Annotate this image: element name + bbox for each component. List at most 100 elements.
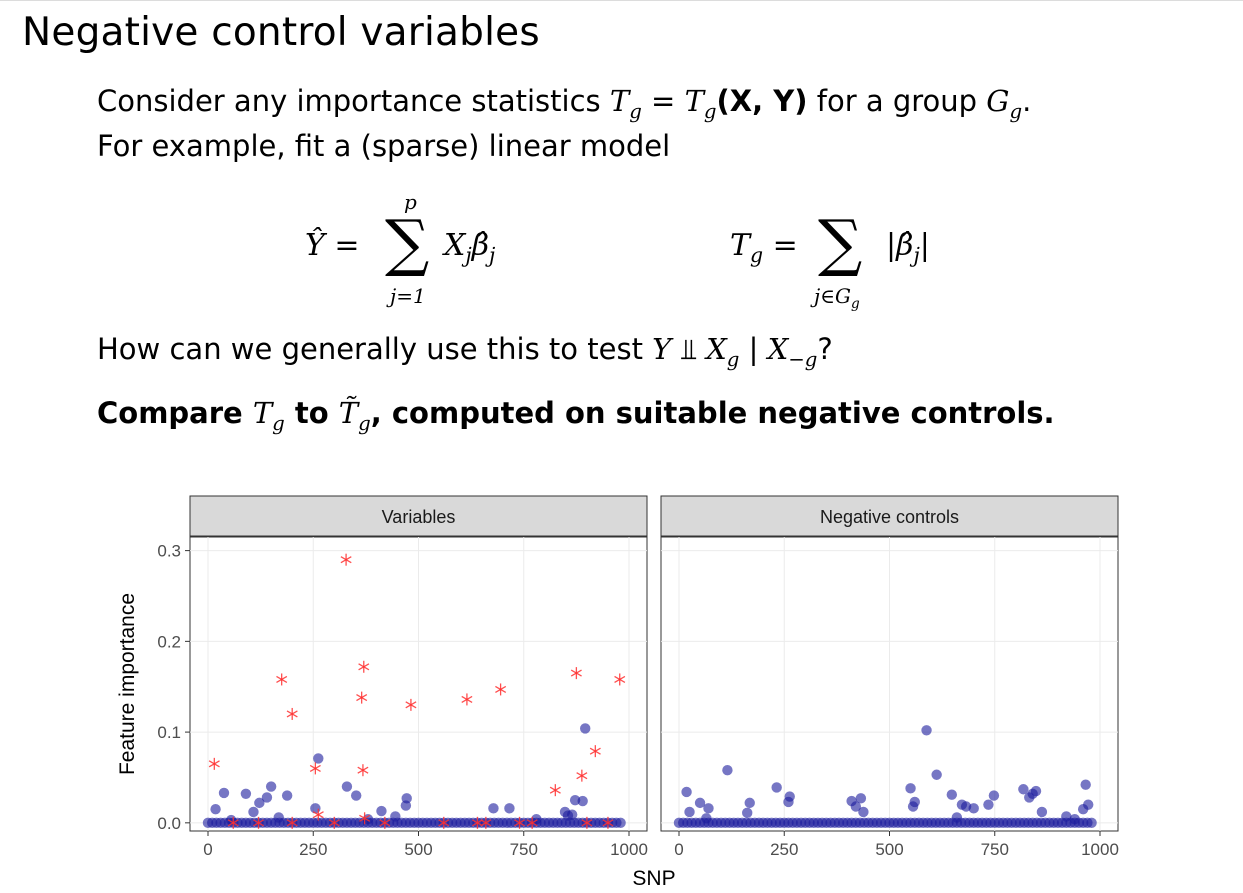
answer-to: to [284, 396, 339, 430]
variable-point [1036, 806, 1048, 818]
variable-point [254, 797, 265, 809]
signal-star-marker [480, 816, 492, 829]
variable-point [1030, 785, 1042, 797]
variable-point [983, 799, 994, 810]
variable-point [946, 789, 958, 800]
xg-subscript: g [726, 347, 740, 371]
variable-point [569, 794, 581, 806]
signal-star-marker [276, 673, 288, 686]
variable-point [580, 723, 591, 734]
stat-arguments: (X, Y) [716, 84, 808, 118]
variable-point [681, 786, 692, 798]
eq2-lower: j∈G [814, 284, 851, 308]
tg-symbol: T [252, 396, 273, 430]
eq2-equals: = [763, 228, 798, 263]
x-minus-g-subscript: −g [788, 347, 818, 371]
variable-point [577, 795, 588, 807]
variable-point [1086, 817, 1097, 829]
tilde-tg-subscript: g [358, 411, 371, 435]
variable-point [951, 812, 963, 823]
y-axis-title: Feature importance [116, 593, 139, 775]
stat-function-symbol: T [684, 84, 704, 118]
eq2-lower-sub: g [850, 295, 860, 312]
xg-symbol: X [706, 332, 727, 366]
eq2-abs-end: | [919, 228, 930, 263]
variable-point [703, 803, 714, 814]
eq1-sum-lower: j=1 [390, 284, 426, 308]
variable-point [1061, 811, 1072, 822]
example-line: For example, fit a (sparse) linear model [97, 129, 671, 163]
signal-star-marker [312, 808, 324, 821]
eq1-beta: β̂ [471, 228, 490, 263]
eq2-t-sub: g [750, 243, 764, 268]
signal-star-marker [379, 816, 391, 829]
signal-star-marker [495, 683, 507, 696]
sum-symbol: ∑ [385, 206, 430, 279]
signal-star-marker [570, 667, 582, 680]
variable-point [1069, 814, 1080, 825]
indep-symbol: ⫫ [671, 332, 707, 366]
signal-star-marker [286, 707, 298, 720]
group-subscript: g [1009, 99, 1023, 123]
signal-star-marker [589, 745, 601, 758]
variable-point [1083, 799, 1094, 810]
x-tick-label: 750 [981, 840, 1009, 859]
group-text: for a group [807, 84, 987, 118]
variable-point [240, 788, 252, 799]
signal-star-marker [438, 816, 450, 829]
signal-star-marker [405, 698, 417, 711]
signal-star-marker [208, 757, 220, 770]
signal-star-marker [461, 693, 473, 706]
x-axis-title: SNP [632, 867, 675, 890]
variable-point [905, 783, 916, 794]
stat-symbol: T [609, 84, 630, 118]
panel-strip [660, 495, 1119, 537]
eq1-x: X [444, 228, 466, 263]
signal-star-marker [602, 816, 614, 829]
variable-point [684, 806, 695, 818]
variable-point [855, 793, 867, 804]
signal-star-marker [359, 812, 371, 825]
panel-strip [189, 495, 648, 537]
eq2-abs-sub: j [913, 243, 920, 268]
variable-point [931, 769, 942, 780]
x-minus-g-symbol: X [767, 332, 789, 366]
variable-point [722, 765, 733, 776]
y-tick-label: 0.2 [157, 632, 181, 651]
signal-star-marker [357, 764, 369, 777]
variable-point [210, 804, 221, 815]
variable-point [771, 782, 782, 793]
variable-point [488, 803, 499, 814]
signal-star-marker [286, 816, 298, 829]
y-symbol: Y [652, 332, 672, 366]
variable-point [615, 817, 626, 829]
equals-sign: = [641, 84, 685, 118]
x-tick-label: 250 [299, 840, 327, 859]
signal-star-marker [549, 784, 561, 797]
x-tick-label: 0 [203, 840, 212, 859]
eq1-sum-upper: p [404, 190, 417, 214]
signal-star-marker [581, 816, 593, 829]
variable-point [850, 801, 862, 812]
tilde-tg-symbol: T̃ [338, 396, 359, 430]
x-tick-label: 500 [404, 840, 432, 859]
variable-point [742, 807, 753, 819]
signal-star-marker [340, 553, 352, 566]
eq1-beta-sub: j [489, 243, 496, 268]
variable-point [1080, 779, 1091, 790]
signal-star-marker [356, 691, 368, 704]
variable-point [694, 797, 706, 809]
eq2-term: |β̂j| [886, 228, 930, 267]
signal-star-marker [328, 816, 340, 829]
signal-star-marker [526, 816, 538, 829]
variable-point [341, 781, 353, 792]
variable-point [909, 796, 920, 808]
y-tick-label: 0.3 [157, 542, 181, 561]
x-tick-label: 1000 [610, 840, 648, 859]
question-line: How can we generally use this to test Y … [97, 332, 833, 371]
eq1-lhs: Ŷ = [305, 228, 360, 263]
eq2-abs: |β̂ [886, 228, 914, 263]
x-tick-label: 1000 [1081, 840, 1119, 859]
answer-line: Compare Tg to T̃g, computed on suitable … [97, 396, 1055, 435]
feature-importance-chart: Variables 0 250 500 750 1000 Negative controls… [116, 495, 1119, 890]
